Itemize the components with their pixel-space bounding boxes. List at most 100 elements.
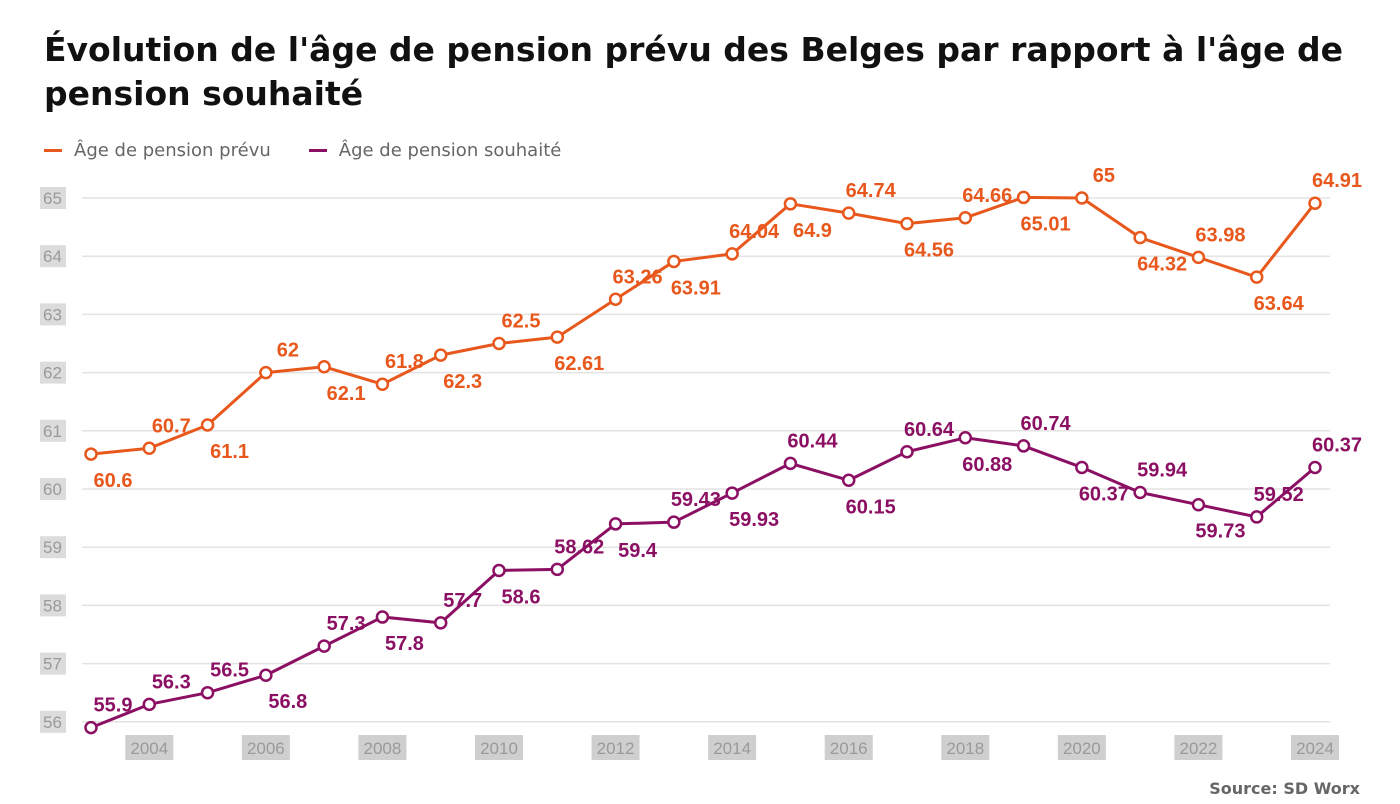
data-label: 64.66 <box>962 185 1012 207</box>
data-label: 63.91 <box>671 277 721 299</box>
x-tick-label: 2012 <box>597 739 635 758</box>
data-label: 59.43 <box>671 489 721 511</box>
line-chart: 56 57 58 59 60 61 62 63 64 65 2004 2006 2008 2010 2012… <box>40 165 1362 760</box>
data-point <box>317 639 331 653</box>
data-label: 60.7 <box>152 415 191 437</box>
data-point <box>783 456 798 471</box>
data-label: 57.7 <box>443 590 482 612</box>
legend-label-desired: Âge de pension souhaité <box>338 140 562 161</box>
x-tick-label: 2016 <box>830 739 868 758</box>
data-label: 63.98 <box>1195 224 1245 246</box>
x-tick-bg <box>824 735 873 760</box>
data-point <box>142 697 157 712</box>
legend-item-desired: Âge de pension souhaité <box>308 140 562 161</box>
y-tick-label: 60 <box>43 480 62 499</box>
data-point <box>433 348 448 362</box>
data-label: 64.91 <box>1312 170 1362 192</box>
data-label: 64.04 <box>729 221 780 243</box>
series-desired: 55.9 56.3 56.5 56.8 57.3 57.8 57.7 58.6 58.62 59.… <box>84 413 1362 735</box>
data-point <box>1075 191 1089 205</box>
data-label: 62.3 <box>443 371 482 393</box>
data-point <box>667 515 681 529</box>
x-tick-bg <box>708 735 757 760</box>
data-point <box>783 197 798 211</box>
data-point <box>667 254 681 269</box>
x-tick-label: 2004 <box>130 739 168 758</box>
y-tick-label: 61 <box>43 422 62 441</box>
chart-title: Évolution de l'âge de pension prévu des … <box>44 30 1344 113</box>
x-tick-label: 2014 <box>713 739 751 758</box>
data-label: 64.9 <box>793 220 832 242</box>
x-tick-label: 2010 <box>480 739 518 758</box>
y-tick-label: 63 <box>43 305 62 324</box>
data-point <box>433 616 448 630</box>
y-tick-label: 64 <box>43 247 62 266</box>
data-point <box>375 377 390 391</box>
y-axis-ticks: 56 57 58 59 60 61 62 63 64 65 <box>40 187 66 733</box>
data-label: 64.56 <box>904 240 954 262</box>
data-label: 59.73 <box>1195 521 1245 543</box>
data-label: 60.37 <box>1079 483 1129 505</box>
x-tick-label: 2022 <box>1180 739 1218 758</box>
data-point <box>550 562 565 577</box>
y-tick-label: 59 <box>43 538 62 557</box>
data-label: 63.26 <box>613 266 663 288</box>
legend-label-planned: Âge de pension prévu <box>74 140 271 161</box>
y-tick-label: 57 <box>43 655 62 674</box>
data-point <box>958 431 973 445</box>
data-label: 58.6 <box>502 586 541 608</box>
data-point <box>550 330 565 344</box>
x-tick-bg <box>475 735 523 760</box>
y-tick-label: 56 <box>43 713 62 732</box>
data-label: 60.88 <box>962 454 1012 476</box>
y-tick-bg <box>40 536 66 559</box>
data-label: 62.5 <box>502 311 541 333</box>
series-line <box>90 195 1317 456</box>
y-tick-bg <box>40 245 66 268</box>
data-label: 60.15 <box>846 496 896 518</box>
data-label: 57.3 <box>327 613 366 635</box>
data-label: 64.32 <box>1137 254 1187 276</box>
data-point <box>608 292 623 307</box>
data-point <box>1308 196 1322 210</box>
data-point <box>492 336 506 351</box>
source-note: Source: SD Worx <box>1209 779 1360 798</box>
series-line <box>90 436 1316 730</box>
data-point <box>1016 190 1031 205</box>
data-label: 58.62 <box>554 536 604 558</box>
data-point <box>84 720 98 735</box>
data-point <box>1249 270 1264 284</box>
data-point <box>841 473 856 488</box>
data-point <box>1075 460 1089 475</box>
x-tick-label: 2006 <box>247 739 285 758</box>
y-tick-bg <box>40 187 66 209</box>
x-tick-bg <box>358 735 407 760</box>
data-label: 62 <box>277 340 299 362</box>
data-label: 55.9 <box>94 695 133 717</box>
data-label: 56.8 <box>268 691 307 713</box>
x-tick-bg <box>241 735 290 760</box>
data-label: 59.93 <box>729 509 779 531</box>
data-label: 61.8 <box>385 351 424 373</box>
data-point <box>259 365 273 380</box>
data-point <box>1133 230 1147 245</box>
y-tick-bg <box>40 594 66 617</box>
x-tick-label: 2020 <box>1063 739 1101 758</box>
y-tick-label: 65 <box>43 189 62 208</box>
data-label: 59.4 <box>618 540 658 562</box>
data-point <box>900 445 914 459</box>
data-point <box>259 668 273 682</box>
x-axis-ticks: 2004 2006 2008 2010 2012 2014 2016 2018 2020 2022… <box>125 735 1339 760</box>
data-point <box>1308 460 1322 475</box>
data-point <box>375 610 390 624</box>
legend-item-planned: Âge de pension prévu <box>44 140 271 161</box>
data-point <box>841 206 856 220</box>
data-label: 65 <box>1093 165 1115 187</box>
data-label: 64.74 <box>846 180 897 202</box>
legend: Âge de pension prévu Âge de pension souh… <box>44 140 561 161</box>
y-tick-bg <box>40 652 66 675</box>
x-tick-label: 2008 <box>364 739 402 758</box>
x-tick-bg <box>591 735 640 760</box>
y-tick-bg <box>40 361 66 384</box>
data-label: 59.94 <box>1137 459 1188 481</box>
